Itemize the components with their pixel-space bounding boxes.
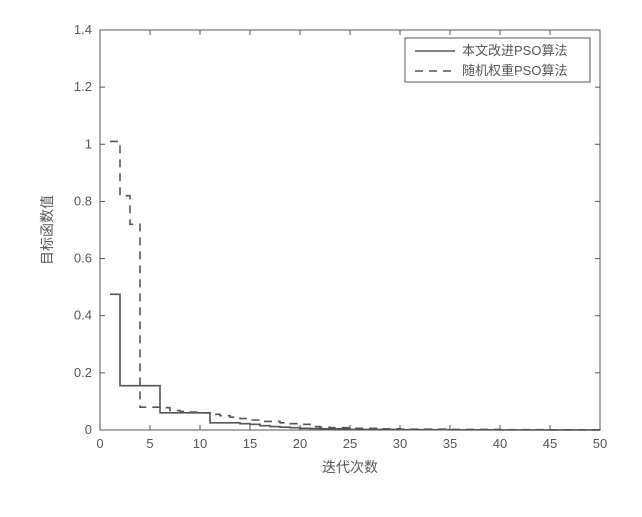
chart-svg: 0 5 10 15 20 25 30 35 40 45 50 0 0.2 0.4 0.6 0.8 1 1.2 1.4… [0,0,642,517]
y-tick-label: 0.4 [74,308,92,323]
x-tick-label: 10 [193,436,207,451]
x-tick-label: 20 [293,436,307,451]
y-tick-label: 0.8 [74,193,92,208]
x-tick-label: 5 [146,436,153,451]
x-axis-label: 迭代次数 [322,459,378,475]
x-tick-label: 0 [96,436,103,451]
legend-label-0: 本文改进PSO算法 [462,43,567,58]
y-tick-label: 0.6 [74,251,92,266]
x-tick-label: 30 [393,436,407,451]
pso-convergence-chart: 0 5 10 15 20 25 30 35 40 45 50 0 0.2 0.4 0.6 0.8 1 1.2 1.4… [0,0,642,517]
x-tick-label: 50 [593,436,607,451]
legend-label-1: 随机权重PSO算法 [462,63,567,78]
series-0 [110,294,600,430]
plot-border [100,30,600,430]
x-tick-label: 15 [243,436,257,451]
x-tick-label: 35 [443,436,457,451]
x-tick-label: 45 [543,436,557,451]
y-tick-label: 1.2 [74,79,92,94]
x-tick-label: 40 [493,436,507,451]
y-tick-label: 1.4 [74,22,92,37]
series-1 [110,141,600,429]
y-tick-label: 0.2 [74,365,92,380]
x-tick-label: 25 [343,436,357,451]
y-tick-label: 1 [85,136,92,151]
y-axis-label: 目标函数值 [39,195,55,265]
y-tick-label: 0 [85,422,92,437]
